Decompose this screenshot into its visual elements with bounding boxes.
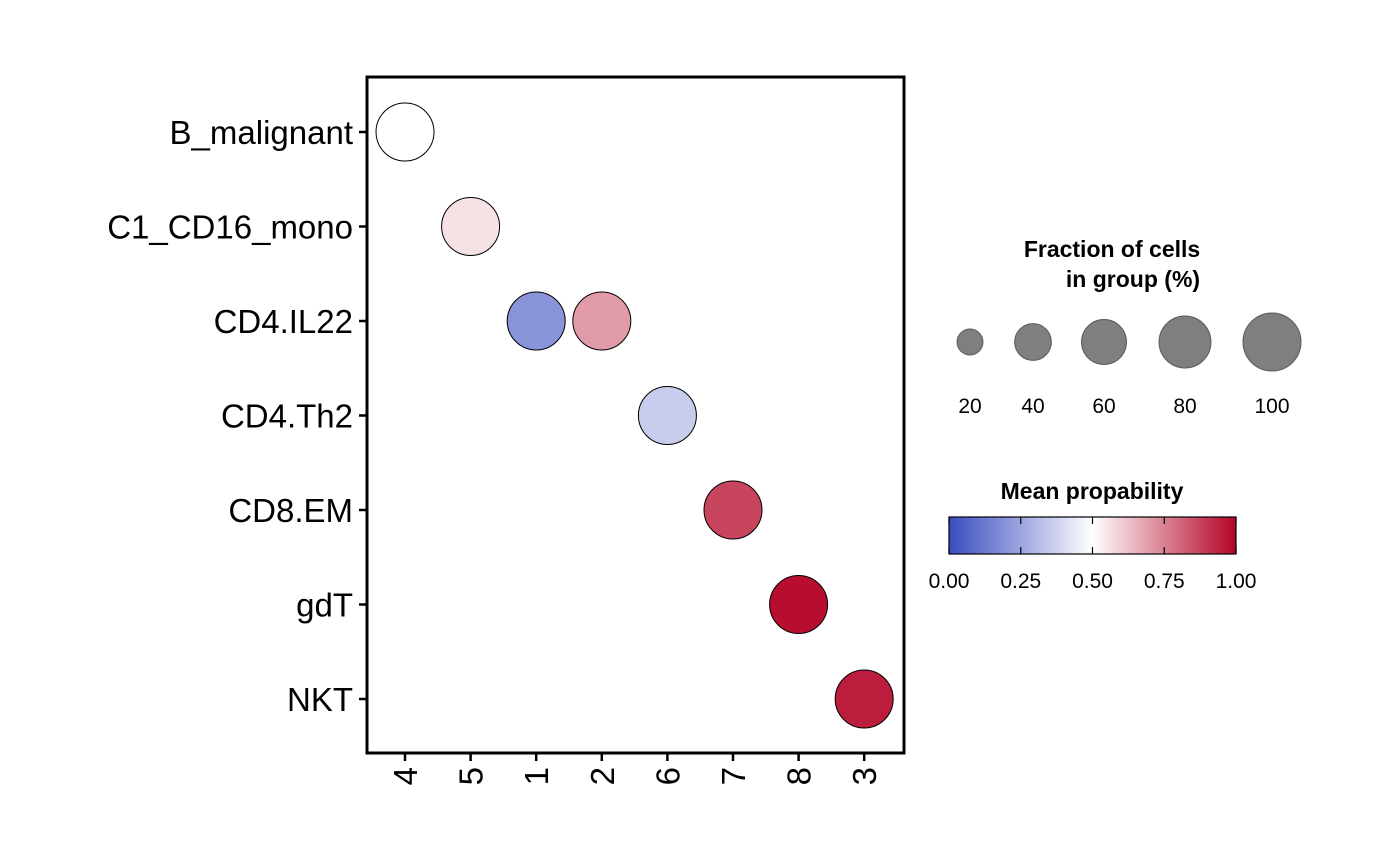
x-axis: 4 5 1 2 6 7 8 3	[387, 753, 883, 785]
colorbar-tick-label: 0.00	[929, 570, 970, 593]
size-legend-circle	[1081, 319, 1127, 365]
data-point	[506, 291, 566, 351]
data-point	[703, 480, 763, 540]
data-point	[769, 575, 829, 634]
size-legend-label: 100	[1254, 395, 1289, 418]
colorbar-tick-label: 0.50	[1072, 570, 1113, 593]
size-legend-title-line2: in group (%)	[1066, 266, 1200, 292]
size-legend-circle	[1014, 323, 1052, 361]
color-legend: Mean propability 0.00 0.25 0.50 0.75 1.00	[929, 478, 1257, 593]
size-legend-circle	[956, 328, 984, 356]
x-tick-label: 3	[846, 767, 883, 785]
data-point	[637, 386, 697, 445]
x-tick-label: 1	[518, 767, 555, 785]
size-legend: Fraction of cells in group (%) 20 40 60 80 1…	[956, 236, 1302, 418]
colorbar-tick-label: 0.75	[1144, 570, 1185, 593]
y-tick-label: gdT	[296, 587, 353, 624]
size-legend-label: 80	[1173, 395, 1196, 418]
data-point	[572, 291, 632, 351]
y-tick-label: B_malignant	[170, 114, 353, 151]
colorbar-ticks: 0.00 0.25 0.50 0.75 1.00	[929, 517, 1257, 593]
y-tick-label: C1_CD16_mono	[107, 209, 353, 246]
data-point	[834, 669, 894, 729]
y-axis: B_malignant C1_CD16_mono CD4.IL22 CD4.Th2 CD…	[107, 114, 367, 718]
colorbar-tick-label: 0.25	[1000, 570, 1041, 593]
colorbar-tick-label: 1.00	[1216, 570, 1257, 593]
size-legend-items: 20 40 60 80 100	[956, 312, 1302, 418]
data-point	[375, 102, 435, 162]
size-legend-title-line1: Fraction of cells	[1024, 236, 1200, 262]
size-legend-label: 20	[958, 395, 981, 418]
points-layer	[375, 102, 894, 729]
y-tick-label: CD8.EM	[228, 492, 353, 529]
size-legend-circle	[1242, 312, 1302, 372]
data-point	[441, 197, 501, 256]
size-legend-circle	[1158, 315, 1212, 369]
plot-panel	[365, 75, 906, 755]
size-legend-label: 60	[1092, 395, 1115, 418]
y-tick-label: NKT	[287, 681, 353, 718]
size-legend-label: 40	[1021, 395, 1044, 418]
x-tick-label: 2	[584, 767, 621, 785]
x-tick-label: 7	[715, 767, 752, 785]
y-tick-label: CD4.IL22	[214, 303, 353, 340]
x-tick-label: 4	[387, 767, 424, 785]
color-legend-title: Mean propability	[1001, 478, 1184, 504]
x-tick-label: 5	[453, 767, 490, 785]
x-tick-label: 8	[781, 767, 818, 785]
x-tick-label: 6	[649, 767, 686, 785]
y-tick-label: CD4.Th2	[221, 398, 353, 435]
